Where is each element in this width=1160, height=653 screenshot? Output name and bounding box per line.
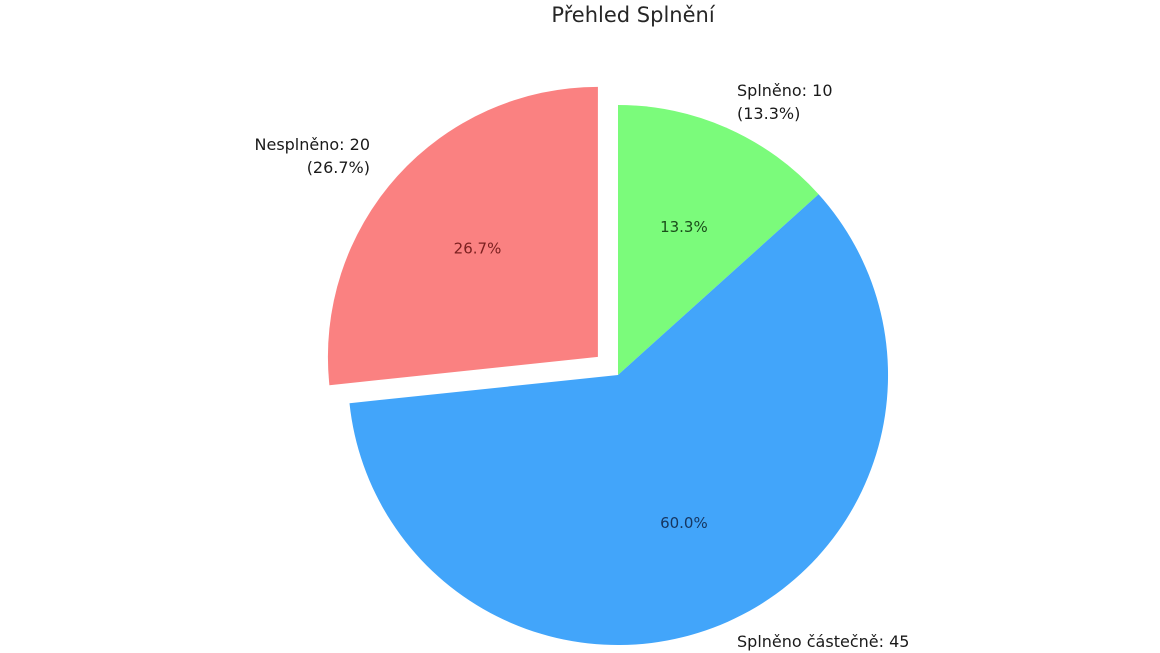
slice-label-nesplneno-line1: Nesplněno: 20: [254, 135, 371, 154]
pct-label-splneno-castecne: 60.0%: [660, 514, 708, 532]
chart-title: Přehled Splnění: [551, 3, 715, 27]
slice-label-splneno-castecne-line1: Splněno částečně: 45: [737, 632, 910, 651]
pie-slice-splneno: [618, 105, 819, 375]
slice-label-nesplneno-line2: (26.7%): [306, 158, 370, 177]
pct-label-nesplneno: 26.7%: [454, 240, 502, 258]
slice-label-splneno-line1: Splněno: 10: [737, 81, 833, 100]
slice-label-splneno: Splněno: 10 (13.3%): [737, 79, 833, 125]
slice-label-splneno-castecne: Splněno částečně: 45: [737, 630, 909, 653]
pie-slice-splneno-castecne: [349, 194, 889, 646]
slice-label-splneno-line2: (13.3%): [737, 104, 801, 123]
slice-label-nesplneno: Nesplněno: 20 (26.7%): [255, 133, 371, 179]
pct-label-splneno: 13.3%: [660, 218, 708, 236]
pie-slice-nesplneno: [327, 86, 598, 386]
